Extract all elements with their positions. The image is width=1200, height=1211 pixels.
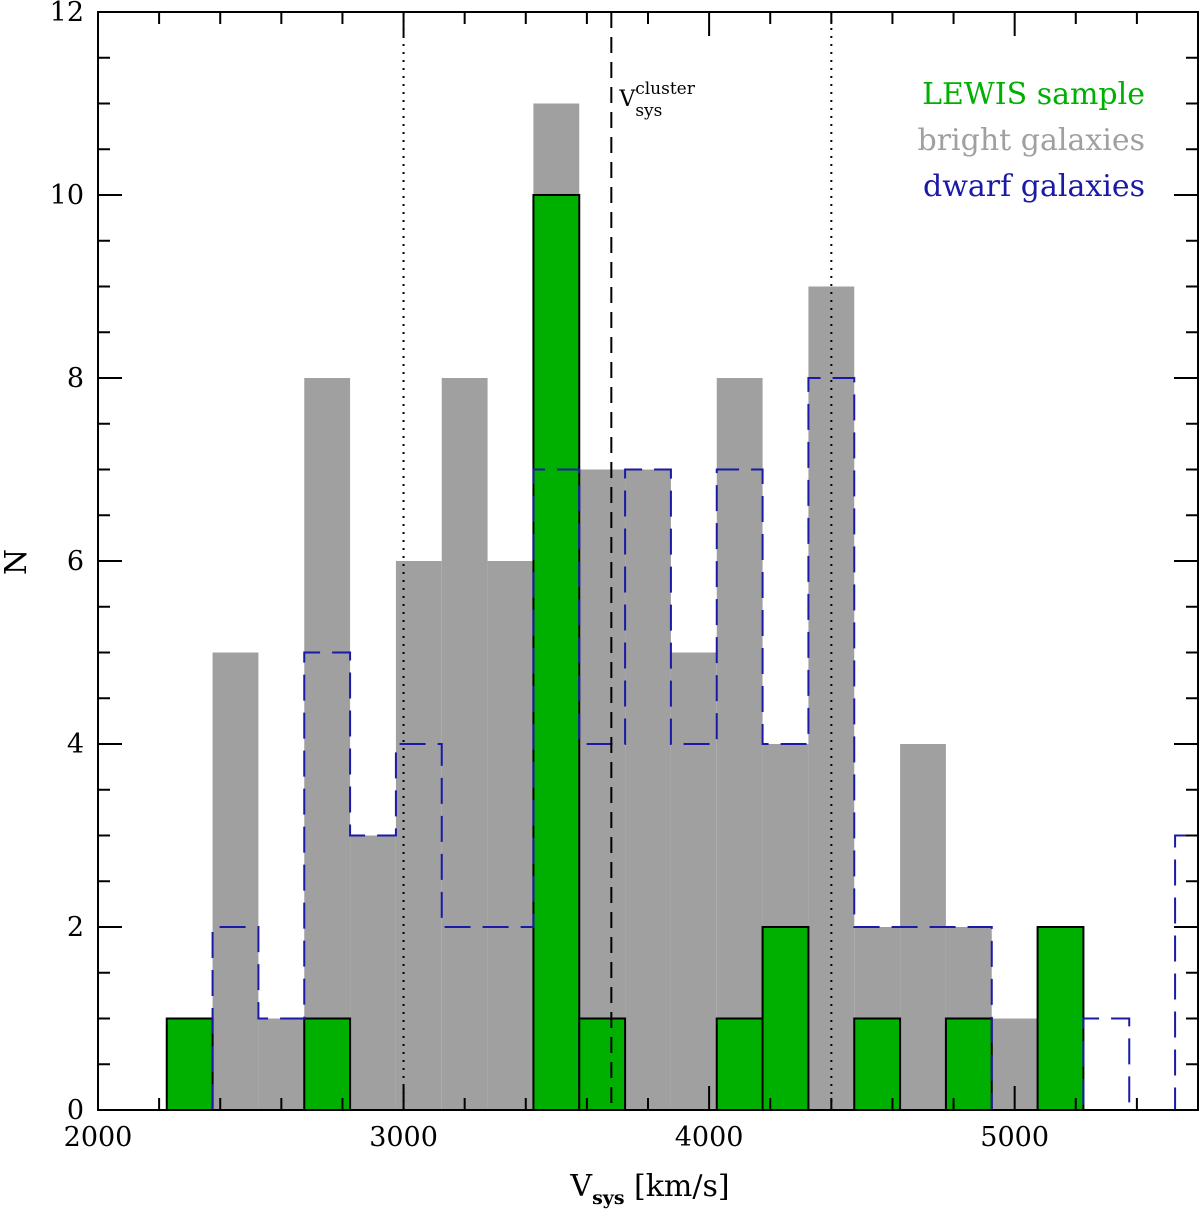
y-tick-label: 2: [67, 912, 84, 943]
legend-entry: LEWIS sample: [922, 77, 1145, 112]
x-tick-label: 2000: [64, 1122, 133, 1153]
y-tick-label: 12: [50, 0, 84, 28]
lewis-sample-bar: [761, 926, 810, 1111]
x-axis-label: Vsys [km/s]: [569, 1169, 729, 1209]
bright-galaxies-bar: [808, 286, 855, 1110]
lewis-sample-bar: [165, 1017, 214, 1111]
lewis-sample-bar: [578, 1017, 627, 1111]
y-tick-label: 10: [50, 180, 84, 211]
bright-galaxies-bar: [625, 469, 671, 1110]
x-tick-label: 5000: [980, 1122, 1049, 1153]
axis-labels: Vsys [km/s] N: [0, 549, 730, 1209]
legend-entry: dwarf galaxies: [923, 169, 1145, 204]
bright-galaxies-bar: [670, 652, 717, 1110]
axes: 2000 3000 4000 5000 0 2 4 6 8 10 12: [50, 0, 1199, 1153]
bright-galaxies-bar: [395, 561, 442, 1110]
x-tick-label: 3000: [369, 1122, 438, 1153]
bright-galaxies-bar: [212, 652, 259, 1110]
bright-galaxies-bar: [350, 835, 396, 1110]
lewis-sample-bar: [303, 1017, 352, 1111]
bright-galaxies-bar: [258, 1018, 305, 1110]
y-tick-label: 6: [67, 546, 84, 577]
lewis-sample-bar: [1036, 926, 1085, 1111]
lewis-sample-bar: [532, 194, 581, 1111]
bright-galaxies-bar: [304, 378, 351, 1110]
bright-galaxies-bar: [441, 378, 488, 1110]
y-axis-label: N: [0, 549, 34, 575]
legend: LEWIS sample bright galaxies dwarf galaxie…: [918, 77, 1146, 204]
lewis-sample-series: [165, 194, 1085, 1111]
lewis-sample-bar: [944, 1017, 993, 1111]
legend-entry: bright galaxies: [918, 123, 1146, 158]
y-tick-label: 8: [67, 363, 84, 394]
x-tick-label: 4000: [675, 1122, 744, 1153]
reference-lines: Vcluster sys: [402, 12, 833, 1110]
lewis-sample-bar: [715, 1017, 764, 1111]
y-tick-label: 0: [67, 1095, 84, 1126]
bright-galaxies-bar: [487, 561, 534, 1110]
y-tick-label: 4: [67, 729, 84, 760]
bright-galaxies-bar: [716, 378, 763, 1110]
cluster-velocity-label: Vcluster sys: [618, 79, 695, 121]
bright-galaxies-bar: [579, 469, 626, 1110]
lewis-sample-bar: [853, 1017, 902, 1111]
